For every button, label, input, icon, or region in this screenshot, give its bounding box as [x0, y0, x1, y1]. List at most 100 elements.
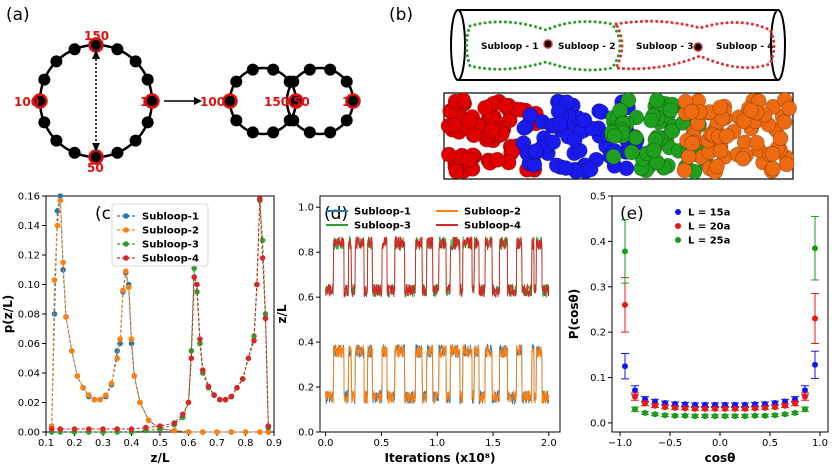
data-point	[742, 413, 748, 420]
bead-sphere	[477, 100, 493, 116]
data-point	[782, 402, 788, 409]
x-tick-label: 1.0	[812, 438, 828, 449]
legend-marker	[123, 241, 129, 247]
subloop-label-4: Subloop - 4	[716, 42, 774, 52]
data-point	[652, 398, 658, 405]
panel-label-e: (e)	[620, 204, 644, 224]
x-tick-label: 0.2	[67, 438, 83, 449]
data-point	[782, 411, 788, 418]
x-tick-label: 0.0	[712, 438, 728, 449]
data-point	[722, 405, 728, 412]
data-point	[702, 401, 708, 408]
data-point	[97, 396, 103, 403]
bead-sphere	[446, 117, 462, 134]
data-point	[125, 284, 132, 291]
data-point	[48, 426, 55, 432]
data-point	[234, 385, 240, 391]
data-point	[228, 429, 235, 435]
bead-sphere	[558, 160, 574, 176]
pair-bead	[324, 126, 337, 139]
data-point	[792, 409, 798, 416]
legend-marker	[675, 237, 681, 243]
data-point	[108, 380, 115, 387]
data-point	[812, 315, 818, 322]
bead-sphere	[448, 163, 465, 180]
y-tick-label: 0.00	[18, 428, 40, 439]
bead-sphere	[461, 113, 478, 130]
bead-sphere	[605, 148, 622, 165]
arrow-right-icon	[194, 97, 202, 105]
bead-sphere	[527, 143, 544, 159]
legend-label: Subloop-4	[142, 254, 199, 265]
ring-bead	[111, 146, 124, 159]
bead-sphere	[662, 102, 679, 119]
data-point	[188, 355, 195, 362]
bead-sphere	[576, 112, 593, 128]
bead-sphere	[764, 146, 781, 162]
data-point	[257, 429, 263, 435]
data-point	[128, 340, 135, 347]
pair-bead	[230, 114, 243, 127]
data-point	[60, 259, 66, 266]
data-point	[792, 400, 798, 407]
data-point	[228, 393, 235, 400]
x-axis-label: cosθ	[705, 451, 736, 465]
bead-sphere	[484, 122, 500, 138]
data-point	[732, 401, 738, 408]
data-point	[143, 424, 149, 431]
data-point	[692, 413, 698, 420]
bead-sphere	[582, 161, 599, 178]
data-point	[692, 405, 698, 412]
y-tick-label: 0.4	[298, 338, 314, 349]
data-point	[812, 245, 818, 252]
data-point	[632, 393, 638, 400]
x-tick-label: 1.5	[485, 438, 501, 449]
panel-label-a: (a)	[6, 5, 30, 25]
data-point	[752, 401, 758, 408]
data-point	[128, 336, 135, 342]
data-point	[712, 401, 718, 408]
bead-sphere	[516, 120, 533, 136]
y-tick-label: 0.2	[590, 328, 606, 339]
trajectory-line	[325, 236, 550, 299]
x-tick-label: 0.5	[152, 438, 168, 449]
x-tick-label: 0.1	[38, 438, 54, 449]
bead-sphere	[743, 102, 759, 119]
pair-bead	[340, 114, 353, 127]
data-point	[259, 237, 266, 244]
data-point	[662, 404, 668, 410]
data-point	[702, 405, 708, 412]
data-point	[722, 401, 728, 408]
data-point	[245, 355, 252, 362]
data-point	[712, 405, 718, 412]
x-tick-label: 0.5	[373, 438, 389, 449]
data-point	[123, 268, 129, 275]
y-tick-label: 0.4	[590, 237, 606, 248]
data-point	[257, 196, 263, 202]
legend-label: Subloop-3	[354, 221, 411, 232]
data-point	[185, 429, 192, 435]
data-point	[197, 336, 203, 342]
ring-bead	[38, 73, 51, 86]
data-point	[251, 337, 257, 344]
data-point	[692, 401, 698, 408]
y-axis-label: z/L	[275, 304, 289, 323]
data-point	[259, 255, 266, 261]
data-point	[662, 412, 668, 419]
data-point	[120, 287, 126, 294]
y-tick-label: 0.0	[298, 428, 314, 439]
legend-marker	[123, 213, 129, 219]
y-tick-label: 0.2	[298, 383, 314, 394]
y-tick-label: 0.5	[590, 192, 606, 203]
data-point	[254, 281, 260, 288]
data-point	[57, 193, 64, 199]
bead-sphere	[712, 142, 729, 159]
pair-bead	[246, 63, 259, 76]
ring-bead	[50, 134, 63, 147]
x-tick-label: 0.5	[762, 438, 778, 449]
data-point	[652, 402, 658, 409]
bead-sphere	[465, 127, 482, 143]
bead-sphere	[606, 128, 623, 144]
y-tick-label: 1.0	[298, 203, 314, 214]
chart-c: 0.1 0.2 0.3 0.4 0.5 0.6 0.7 0.8 0.9 0.00 0.02 0.04 0…	[1, 192, 282, 466]
